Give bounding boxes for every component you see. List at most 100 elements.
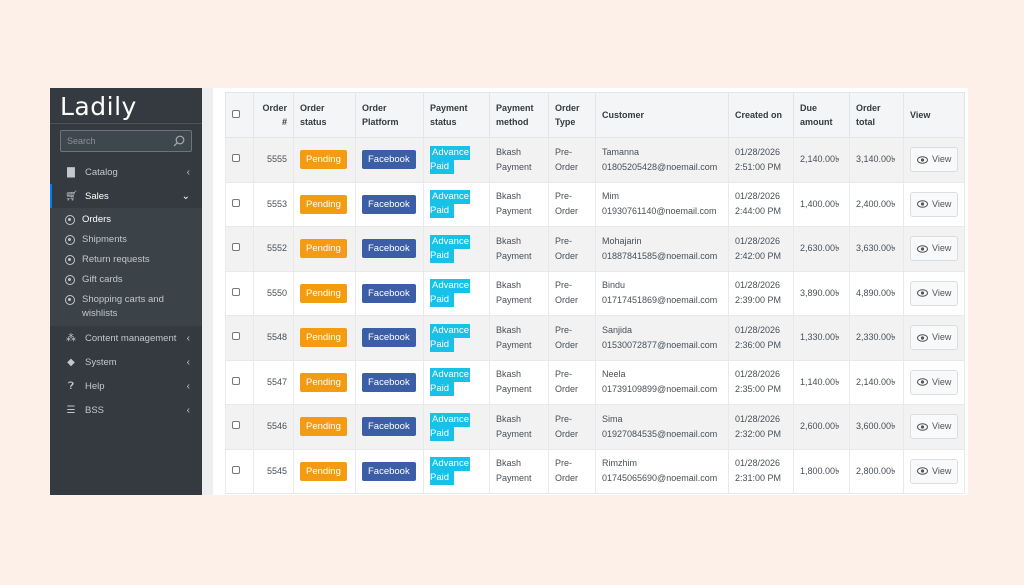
view-button[interactable]: View [910, 147, 959, 173]
sidebar-item-catalog[interactable]: ▇ Catalog ‹ [50, 160, 202, 184]
row-checkbox[interactable] [232, 198, 240, 207]
platform-badge: Facebook [362, 150, 416, 170]
row-checkbox[interactable] [232, 376, 240, 385]
sidebar-item-gift-cards[interactable]: Gift cards [50, 270, 202, 290]
status-badge: Pending [300, 417, 347, 437]
order-number[interactable]: 5555 [253, 137, 294, 183]
order-type: Pre- Order [548, 448, 596, 494]
orders-panel: Order # Order status Order Platform Payment… [213, 88, 968, 495]
created-on: 01/28/2026 2:42:00 PM [728, 226, 794, 272]
column-header[interactable]: Order Type [548, 92, 596, 138]
eye-icon [917, 155, 928, 164]
column-header[interactable]: Order Platform [355, 92, 424, 138]
created-on: 01/28/2026 2:32:00 PM [728, 404, 794, 450]
row-checkbox[interactable] [232, 243, 240, 252]
view-button[interactable]: View [910, 458, 959, 484]
order-number[interactable]: 5548 [253, 315, 294, 361]
row-checkbox[interactable] [232, 154, 240, 163]
order-type: Pre- Order [548, 270, 596, 316]
order-number[interactable]: 5553 [253, 181, 294, 227]
payment-status-badge: Advance Paid [430, 323, 470, 352]
order-number[interactable]: 5547 [253, 359, 294, 405]
column-header[interactable]: Payment method [489, 92, 549, 138]
column-header[interactable]: Created on [728, 92, 794, 138]
circle-icon [65, 215, 75, 225]
table-row: 5552 Pending Facebook Advance Paid Bkash P… [225, 226, 966, 272]
table-row: 5546 Pending Facebook Advance Paid Bkash P… [225, 404, 966, 450]
payment-method: Bkash Payment [489, 226, 549, 272]
circle-icon [65, 255, 75, 265]
search-input[interactable]: Search [60, 130, 192, 152]
view-button[interactable]: View [910, 369, 959, 395]
row-checkbox[interactable] [232, 421, 240, 430]
payment-method: Bkash Payment [489, 270, 549, 316]
select-all-checkbox[interactable] [232, 110, 240, 118]
sidebar-item-shipments[interactable]: Shipments [50, 230, 202, 250]
chevron-left-icon: ‹ [186, 332, 190, 344]
column-header[interactable]: Payment status [423, 92, 490, 138]
view-button[interactable]: View [910, 280, 959, 306]
customer: Sanjida 01530072877@noemail.com [595, 315, 729, 361]
platform-badge: Facebook [362, 283, 416, 303]
payment-status-badge: Advance Paid [430, 145, 470, 174]
order-number[interactable]: 5545 [253, 448, 294, 494]
order-type: Pre- Order [548, 137, 596, 183]
logo[interactable]: Ladily [50, 88, 202, 124]
view-button[interactable]: View [910, 325, 959, 351]
eye-icon [917, 289, 928, 298]
sidebar-item-orders[interactable]: Orders [50, 210, 202, 230]
sidebar-item-bss[interactable]: ☰ BSS ‹ [66, 404, 190, 416]
sidebar-item-help[interactable]: ❓︎ Help ‹ [50, 374, 202, 398]
status-badge: Pending [300, 283, 347, 303]
eye-icon [917, 467, 928, 476]
sidebar-item-sales[interactable]: 🛒︎ Sales ⌄ [50, 184, 202, 208]
status-badge: Pending [300, 461, 347, 481]
column-header[interactable]: Order total [849, 92, 904, 138]
customer: Sima 01927084535@noemail.com [595, 404, 729, 450]
view-button[interactable]: View [910, 191, 959, 217]
eye-icon [917, 422, 928, 431]
order-number[interactable]: 5546 [253, 404, 294, 450]
payment-method: Bkash Payment [489, 137, 549, 183]
status-badge: Pending [300, 328, 347, 348]
customer: Bindu 01717451869@noemail.com [595, 270, 729, 316]
sidebar-item-system[interactable]: ◆ System ‹ [50, 350, 202, 374]
table-row: 5555 Pending Facebook Advance Paid Bkash P… [225, 137, 966, 183]
column-header[interactable]: Due amount [793, 92, 850, 138]
search-icon[interactable] [173, 135, 185, 147]
column-header[interactable]: Order status [293, 92, 356, 138]
sidebar-item-content-management[interactable]: ⁂ Content management ‹ [66, 332, 190, 344]
order-type: Pre- Order [548, 315, 596, 361]
due-amount: 1,400.00৳ [793, 181, 850, 227]
sidebar-item-return-requests[interactable]: Return requests [50, 250, 202, 270]
payment-status-badge: Advance Paid [430, 457, 470, 486]
customer: Neela 01739109899@noemail.com [595, 359, 729, 405]
sidebar-item-shopping-carts[interactable]: Shopping carts and wishlists [50, 290, 202, 324]
column-header[interactable]: Order # [253, 92, 294, 138]
order-type: Pre- Order [548, 181, 596, 227]
order-number[interactable]: 5550 [253, 270, 294, 316]
row-checkbox[interactable] [232, 465, 240, 474]
cube-icon: ◆ [67, 356, 75, 368]
row-checkbox[interactable] [232, 332, 240, 341]
view-button[interactable]: View [910, 414, 959, 440]
order-type: Pre- Order [548, 226, 596, 272]
platform-badge: Facebook [362, 239, 416, 259]
order-number[interactable]: 5552 [253, 226, 294, 272]
order-total: 3,600.00৳ [849, 404, 904, 450]
chevron-left-icon: ‹ [186, 404, 190, 416]
row-checkbox[interactable] [232, 287, 240, 296]
view-button[interactable]: View [910, 236, 959, 262]
book-icon: ▇ [67, 166, 75, 178]
column-header[interactable]: Customer [595, 92, 729, 138]
circle-icon [65, 275, 75, 285]
sidebar: Ladily Search ▇ Catalog ‹ 🛒︎ Sales ⌄ Orders … [50, 88, 202, 495]
due-amount: 1,330.00৳ [793, 315, 850, 361]
cubes-icon: ⁂ [66, 332, 76, 344]
select-all [225, 92, 254, 138]
order-total: 2,400.00৳ [849, 181, 904, 227]
column-header[interactable]: View [902, 92, 966, 138]
payment-status-badge: Advance Paid [430, 234, 470, 263]
platform-badge: Facebook [362, 194, 416, 214]
platform-badge: Facebook [362, 461, 416, 481]
